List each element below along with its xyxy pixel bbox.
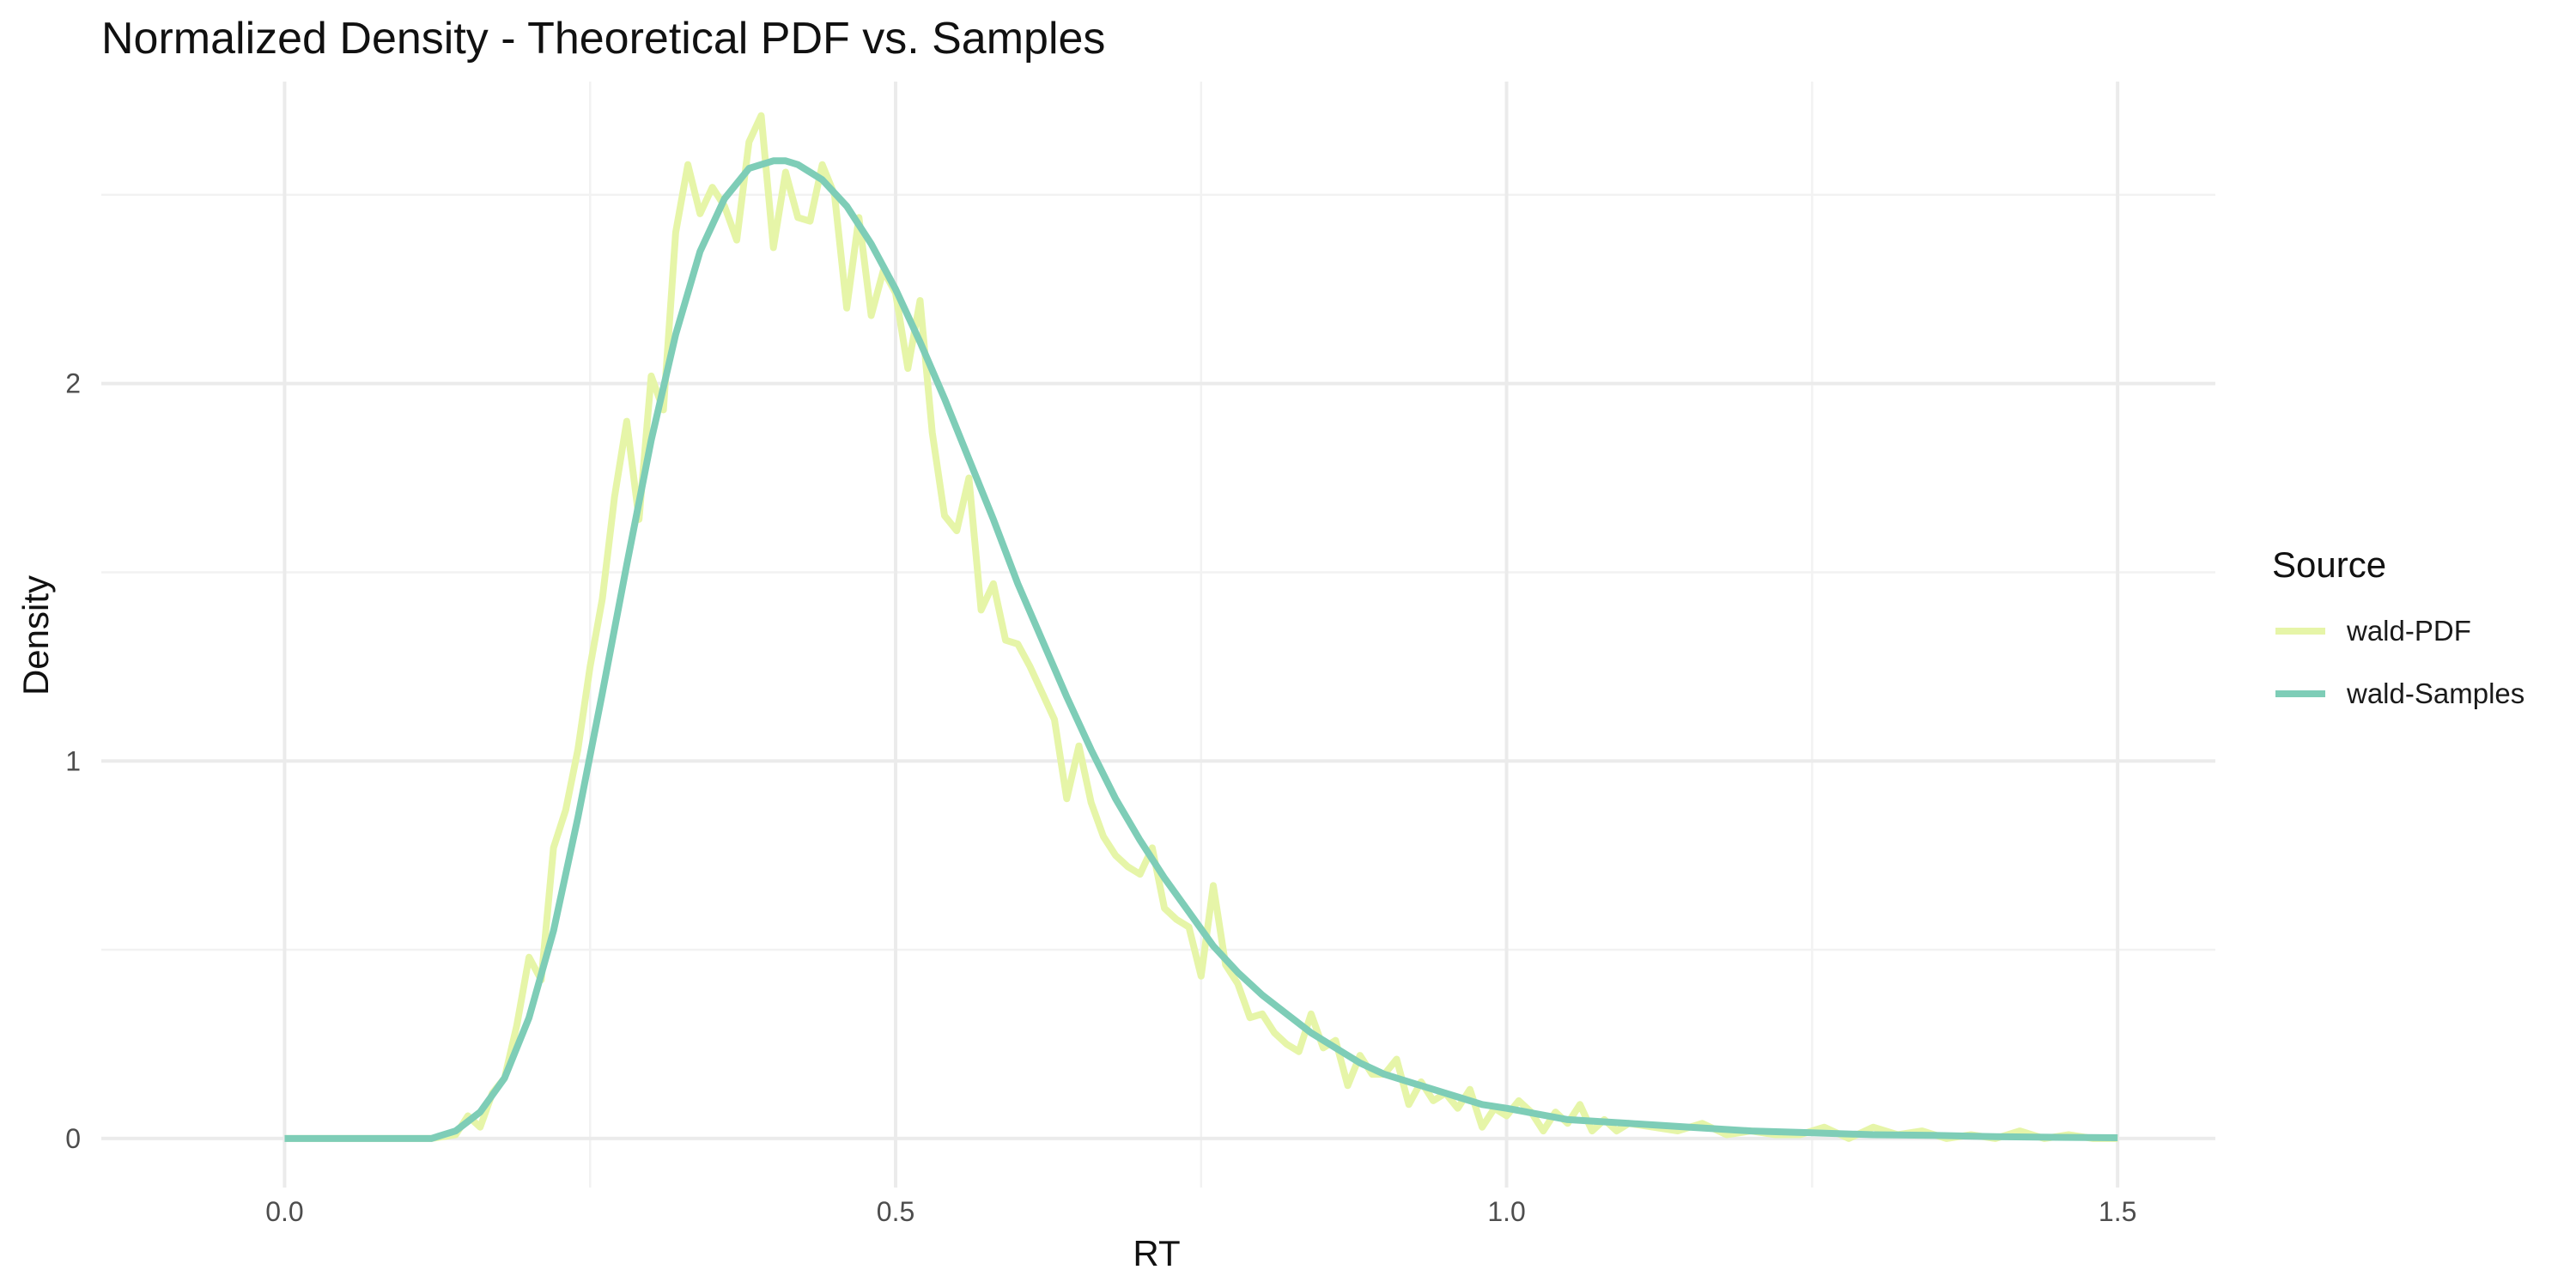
legend-label: wald-PDF xyxy=(2346,615,2471,647)
y-tick-label: 1 xyxy=(65,745,81,776)
x-axis-ticks: 0.0 0.5 1.0 1.5 xyxy=(265,1196,2136,1227)
x-tick-label: 1.0 xyxy=(1487,1196,1525,1227)
y-tick-label: 2 xyxy=(65,368,81,399)
series-line-wald-samples xyxy=(284,157,2118,1142)
x-tick-label: 0.5 xyxy=(877,1196,914,1227)
legend-item: wald-Samples xyxy=(2275,677,2524,709)
chart-title: Normalized Density - Theoretical PDF vs.… xyxy=(101,14,1105,64)
x-axis-title: RT xyxy=(1133,1233,1180,1273)
legend-items: wald-PDF wald-Samples xyxy=(2275,615,2524,709)
y-tick-label: 0 xyxy=(65,1123,81,1154)
y-axis-title: Density xyxy=(15,575,56,696)
legend-title: Source xyxy=(2272,544,2386,585)
x-tick-label: 0.0 xyxy=(265,1196,303,1227)
legend-item: wald-PDF xyxy=(2275,615,2471,647)
series-lines xyxy=(284,112,2118,1142)
legend: Source wald-PDF wald-Samples xyxy=(2272,544,2524,709)
y-axis-ticks: 0 1 2 xyxy=(65,368,81,1154)
x-tick-label: 1.5 xyxy=(2099,1196,2136,1227)
legend-label: wald-Samples xyxy=(2346,677,2524,709)
